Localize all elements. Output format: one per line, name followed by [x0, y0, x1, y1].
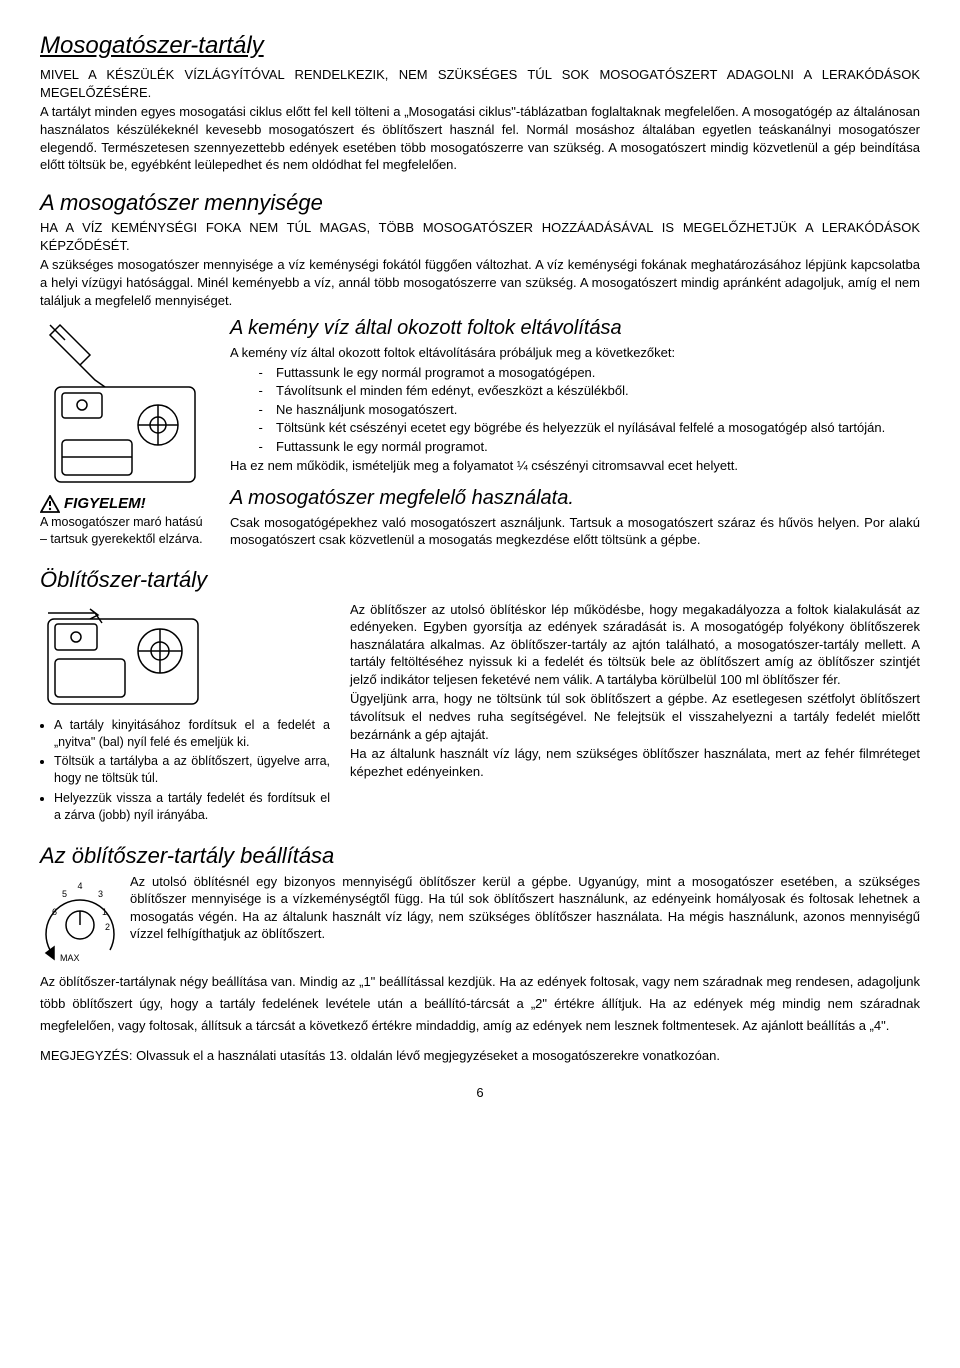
- warning-text: A mosogatószer maró hatású – tartsuk gye…: [40, 514, 210, 547]
- section1-p1: MIVEL A KÉSZÜLÉK VÍZLÁGYÍTÓVAL RENDELKEZ…: [40, 66, 920, 101]
- rinse-aid-compartment-illustration: [40, 601, 210, 711]
- section1-p2: A tartályt minden egyes mosogatási ciklu…: [40, 103, 920, 173]
- list-item: A tartály kinyitásához fordítsuk el a fe…: [54, 717, 330, 751]
- section2-p2: A szükséges mosogatószer mennyisége a ví…: [40, 256, 920, 309]
- section-title-rinse-aid: Öblítőszer-tartály: [40, 565, 920, 595]
- rinse-aid-dial-illustration: 1 2 3 4 5 6 MAX: [40, 875, 120, 965]
- svg-text:MAX: MAX: [60, 953, 80, 963]
- section-title-hardwater: A kemény víz által okozott foltok eltávo…: [230, 315, 920, 342]
- tip-item: Futtassunk le egy normál programot.: [270, 438, 920, 456]
- section-title-amount: A mosogatószer mennyisége: [40, 188, 920, 218]
- section-title-rinse-setting: Az öblítőszer-tartály beállítása: [40, 841, 920, 871]
- rinse-aid-steps: A tartály kinyitásához fordítsuk el a fe…: [54, 717, 330, 824]
- section4-p1: Csak mosogatógépekhez való mosogatószert…: [230, 514, 920, 549]
- warning-label: FIGYELEM!: [64, 494, 146, 514]
- section5-p3: Ha az általunk használt víz lágy, nem sz…: [350, 745, 920, 780]
- list-item: Helyezzük vissza a tartály fedelét és fo…: [54, 790, 330, 824]
- svg-text:1: 1: [102, 907, 107, 917]
- detergent-dispenser-illustration: [40, 315, 210, 490]
- svg-text:5: 5: [62, 889, 67, 899]
- warning-icon: [40, 495, 60, 513]
- section5-p2: Ügyeljünk arra, hogy ne töltsünk túl sok…: [350, 690, 920, 743]
- hardwater-tips-list: Futtassunk le egy normál programot a mos…: [270, 364, 920, 456]
- svg-text:4: 4: [77, 881, 82, 891]
- page-number: 6: [40, 1084, 920, 1102]
- tip-item: Távolítsunk el minden fém edényt, evőesz…: [270, 382, 920, 400]
- section6-p2: Az öblítőszer-tartálynak négy beállítása…: [40, 971, 920, 1037]
- section-title-proper-use: A mosogatószer megfelelő használata.: [230, 485, 920, 512]
- list-item: Töltsük a tartályba a az öblítőszert, üg…: [54, 753, 330, 787]
- section5-p1: Az öblítőszer az utolsó öblítéskor lép m…: [350, 601, 920, 689]
- svg-text:6: 6: [52, 907, 57, 917]
- section6-note: MEGJEGYZÉS: Olvassuk el a használati uta…: [40, 1047, 920, 1065]
- svg-text:3: 3: [98, 889, 103, 899]
- tip-item: Ne használjunk mosogatószert.: [270, 401, 920, 419]
- section-title-detergent: Mosogatószer-tartály: [40, 30, 920, 62]
- section6-p1: Az utolsó öblítésnél egy bizonyos mennyi…: [40, 873, 920, 943]
- tip-item: Futtassunk le egy normál programot a mos…: [270, 364, 920, 382]
- svg-text:2: 2: [105, 922, 110, 932]
- section2-p1: HA A VÍZ KEMÉNYSÉGI FOKA NEM TÚL MAGAS, …: [40, 219, 920, 254]
- tip-item: Töltsünk két csészényi ecetet egy bögréb…: [270, 419, 920, 437]
- section3-intro: A kemény víz által okozott foltok eltávo…: [230, 344, 920, 362]
- section3-outro: Ha ez nem működik, ismételjük meg a foly…: [230, 457, 920, 475]
